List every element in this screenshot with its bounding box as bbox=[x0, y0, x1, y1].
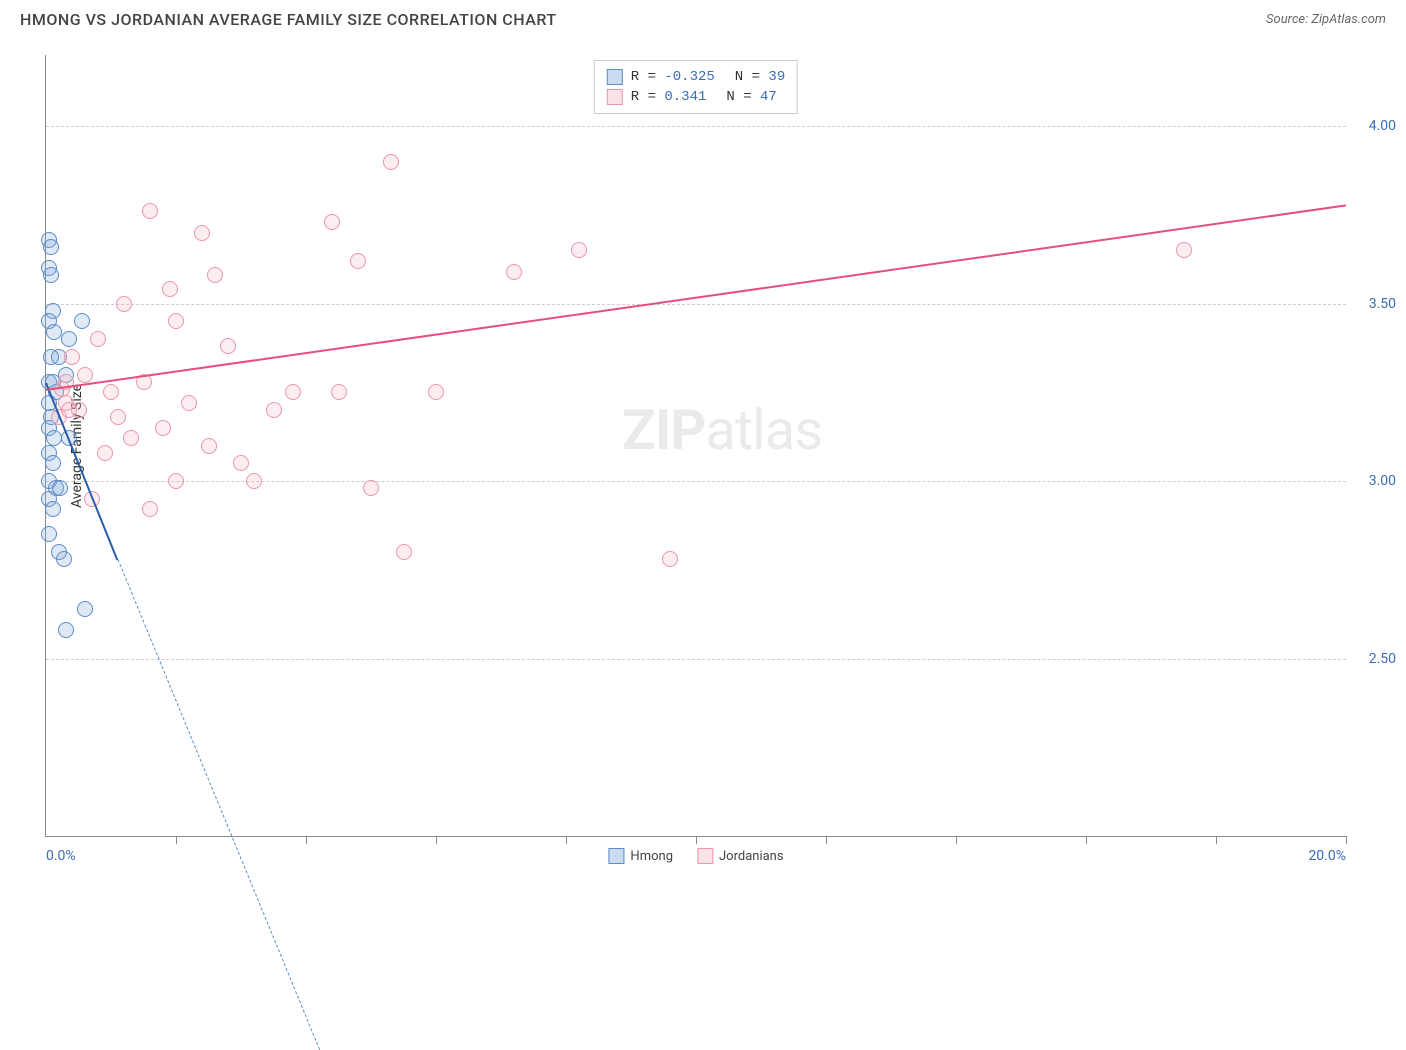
legend-r: R = 0.341 bbox=[631, 89, 707, 105]
scatter-point bbox=[350, 253, 366, 269]
scatter-point bbox=[103, 384, 119, 400]
gridline bbox=[46, 126, 1346, 127]
scatter-point bbox=[45, 501, 61, 517]
scatter-point bbox=[363, 480, 379, 496]
legend-label: Hmong bbox=[630, 849, 673, 864]
x-axis-start-label: 0.0% bbox=[46, 848, 76, 864]
x-tick bbox=[696, 836, 697, 844]
scatter-point bbox=[41, 526, 57, 542]
scatter-point bbox=[285, 384, 301, 400]
scatter-point bbox=[58, 622, 74, 638]
legend-top: R = -0.325 N = 39 R = 0.341 N = 47 bbox=[594, 60, 798, 114]
scatter-point bbox=[46, 324, 62, 340]
chart-title: HMONG VS JORDANIAN AVERAGE FAMILY SIZE C… bbox=[20, 10, 557, 29]
y-tick-label: 3.50 bbox=[1369, 296, 1396, 312]
gridline bbox=[46, 481, 1346, 482]
scatter-point bbox=[110, 409, 126, 425]
scatter-point bbox=[220, 338, 236, 354]
legend-swatch bbox=[607, 89, 623, 105]
x-tick bbox=[826, 836, 827, 844]
watermark: ZIPatlas bbox=[622, 397, 822, 463]
legend-row: R = 0.341 N = 47 bbox=[607, 87, 785, 107]
scatter-point bbox=[43, 267, 59, 283]
scatter-point bbox=[123, 430, 139, 446]
scatter-point bbox=[571, 242, 587, 258]
scatter-point bbox=[383, 154, 399, 170]
scatter-point bbox=[61, 331, 77, 347]
source-attribution: Source: ZipAtlas.com bbox=[1266, 12, 1386, 27]
scatter-point bbox=[168, 313, 184, 329]
scatter-point bbox=[77, 367, 93, 383]
scatter-point bbox=[61, 402, 77, 418]
scatter-point bbox=[64, 349, 80, 365]
gridline bbox=[46, 304, 1346, 305]
scatter-point bbox=[266, 402, 282, 418]
legend-r: R = -0.325 bbox=[631, 69, 715, 85]
scatter-point bbox=[194, 225, 210, 241]
scatter-point bbox=[396, 544, 412, 560]
y-tick-label: 4.00 bbox=[1369, 118, 1396, 134]
legend-bottom-item: Hmong bbox=[608, 848, 673, 864]
chart-container: Average Family Size ZIPatlas R = -0.325 … bbox=[45, 55, 1346, 837]
scatter-point bbox=[155, 420, 171, 436]
scatter-point bbox=[162, 281, 178, 297]
scatter-point bbox=[181, 395, 197, 411]
scatter-point bbox=[324, 214, 340, 230]
scatter-point bbox=[168, 473, 184, 489]
y-tick-label: 2.50 bbox=[1369, 651, 1396, 667]
legend-n: N = 47 bbox=[726, 89, 776, 105]
scatter-point bbox=[43, 239, 59, 255]
x-axis-end-label: 20.0% bbox=[1308, 848, 1346, 864]
scatter-point bbox=[77, 601, 93, 617]
x-tick bbox=[306, 836, 307, 844]
scatter-point bbox=[506, 264, 522, 280]
scatter-point bbox=[1176, 242, 1192, 258]
x-tick bbox=[1216, 836, 1217, 844]
scatter-point bbox=[233, 455, 249, 471]
x-tick bbox=[436, 836, 437, 844]
legend-n: N = 39 bbox=[735, 69, 785, 85]
x-tick bbox=[1086, 836, 1087, 844]
scatter-point bbox=[45, 455, 61, 471]
regression-line bbox=[117, 559, 319, 1049]
y-tick-label: 3.00 bbox=[1369, 473, 1396, 489]
gridline bbox=[46, 659, 1346, 660]
legend-swatch bbox=[608, 848, 624, 864]
legend-swatch bbox=[607, 69, 623, 85]
scatter-point bbox=[246, 473, 262, 489]
scatter-point bbox=[428, 384, 444, 400]
legend-bottom: Hmong Jordanians bbox=[608, 848, 783, 864]
scatter-point bbox=[142, 501, 158, 517]
scatter-point bbox=[56, 551, 72, 567]
legend-label: Jordanians bbox=[719, 849, 784, 864]
plot-area: ZIPatlas R = -0.325 N = 39 R = 0.341 N =… bbox=[45, 55, 1346, 837]
scatter-point bbox=[207, 267, 223, 283]
scatter-point bbox=[116, 296, 132, 312]
scatter-point bbox=[97, 445, 113, 461]
scatter-point bbox=[331, 384, 347, 400]
scatter-point bbox=[142, 203, 158, 219]
x-tick bbox=[1346, 836, 1347, 844]
scatter-point bbox=[74, 313, 90, 329]
scatter-point bbox=[201, 438, 217, 454]
x-tick bbox=[956, 836, 957, 844]
scatter-point bbox=[90, 331, 106, 347]
legend-row: R = -0.325 N = 39 bbox=[607, 67, 785, 87]
x-tick bbox=[566, 836, 567, 844]
legend-bottom-item: Jordanians bbox=[697, 848, 784, 864]
regression-line bbox=[46, 204, 1346, 391]
scatter-point bbox=[662, 551, 678, 567]
legend-swatch bbox=[697, 848, 713, 864]
x-tick bbox=[176, 836, 177, 844]
